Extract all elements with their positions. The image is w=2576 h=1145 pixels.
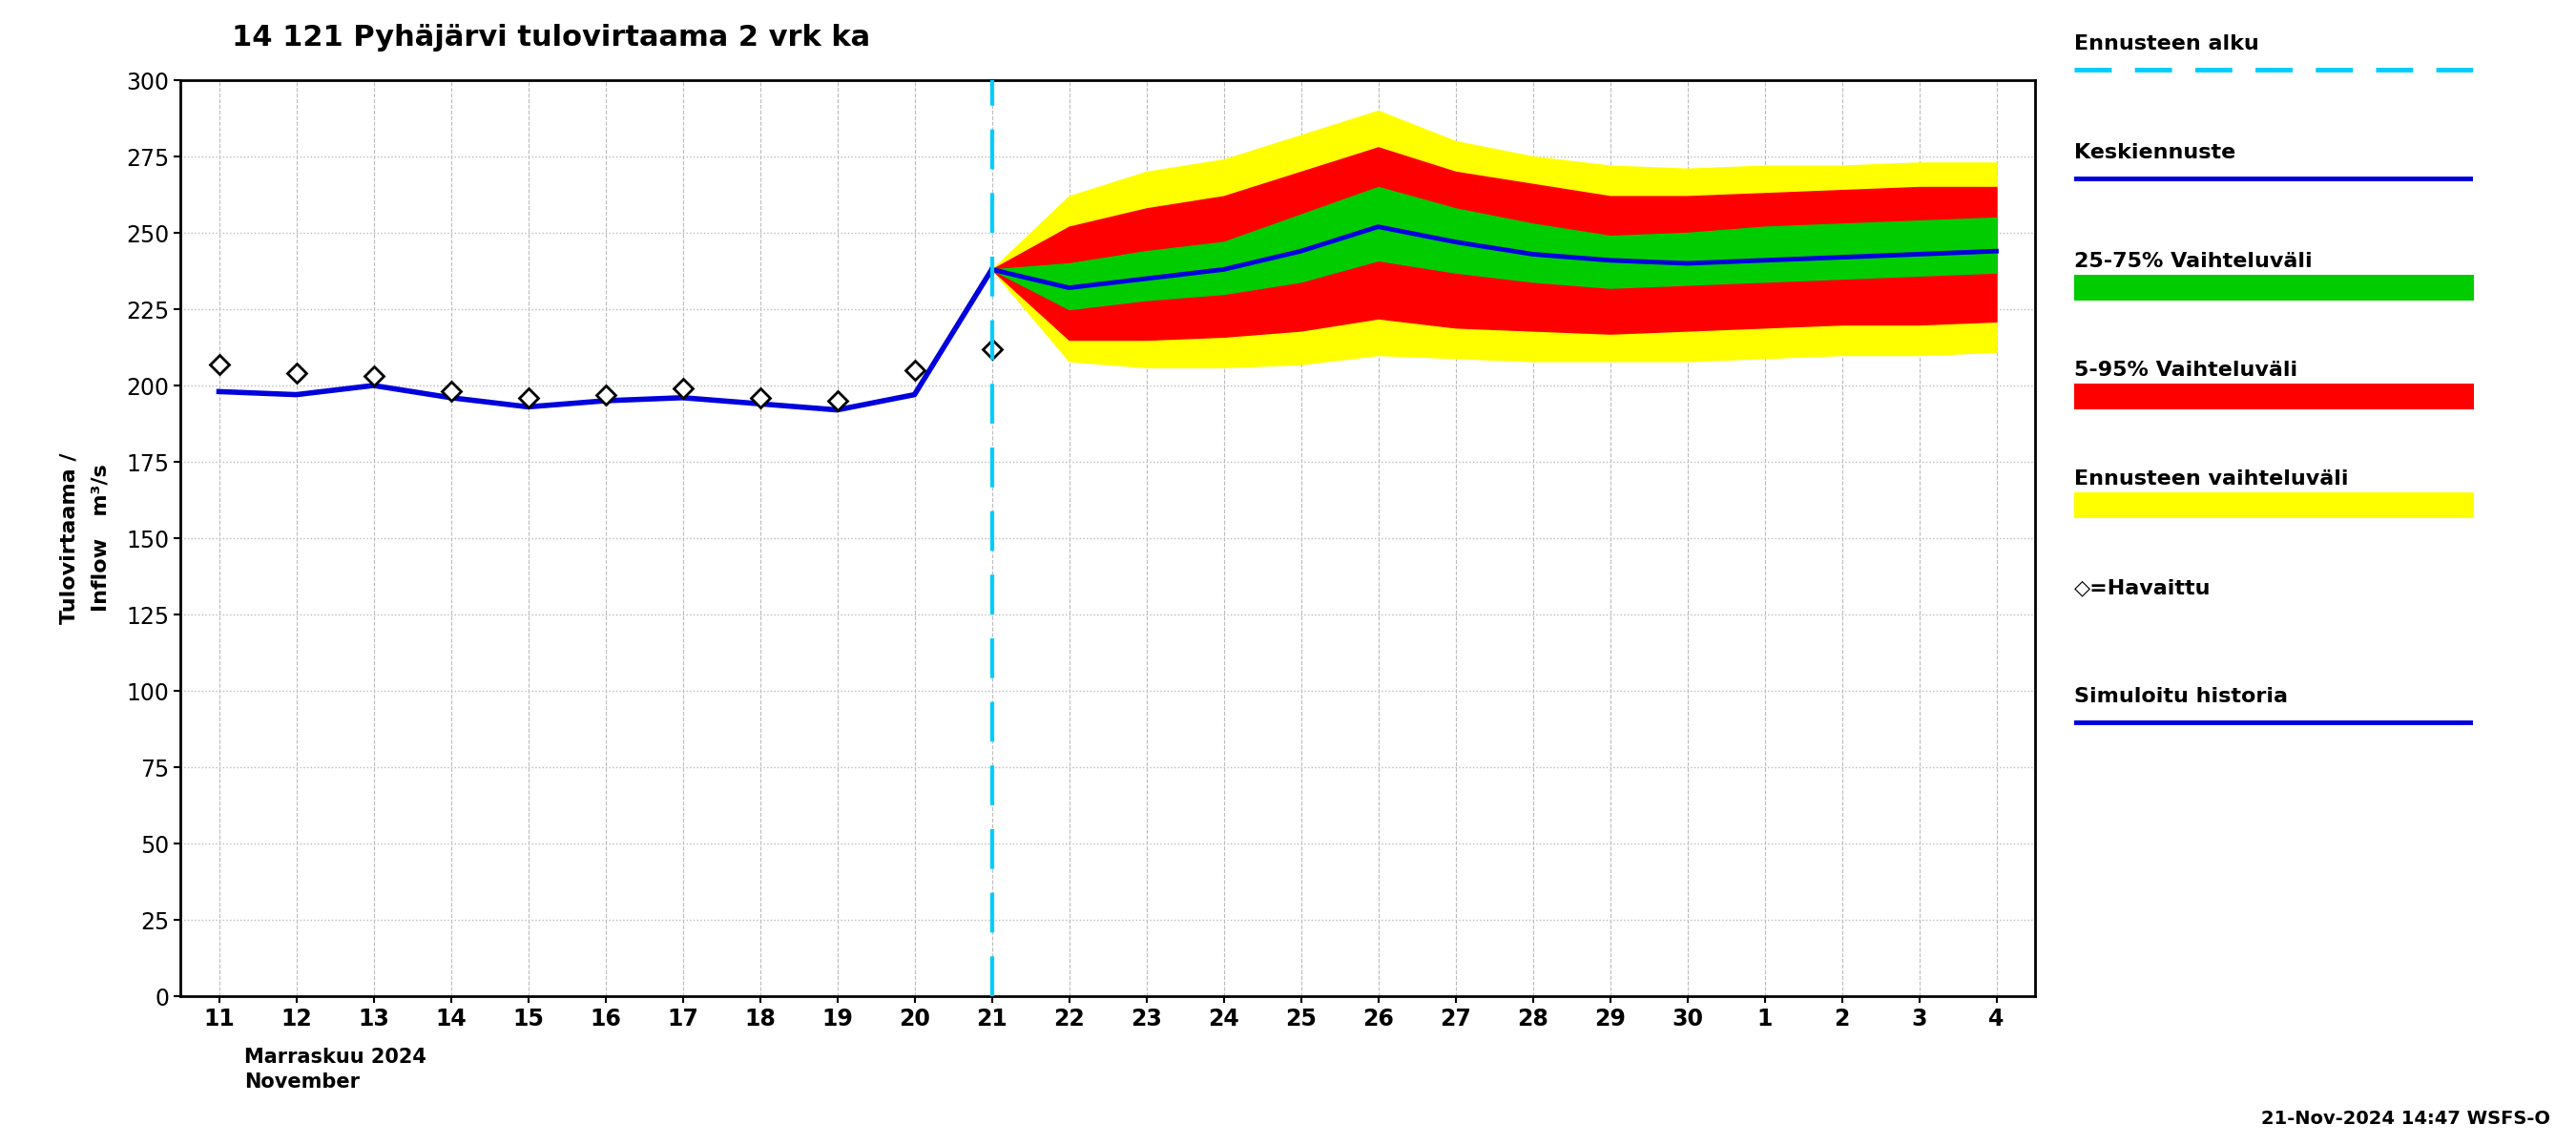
Text: Keskiennuste: Keskiennuste xyxy=(2074,143,2236,163)
Text: 5-95% Vaihteluväli: 5-95% Vaihteluväli xyxy=(2074,361,2298,380)
Text: 25-75% Vaihteluväli: 25-75% Vaihteluväli xyxy=(2074,252,2311,271)
Text: Simuloitu historia: Simuloitu historia xyxy=(2074,687,2287,706)
Text: 21-Nov-2024 14:47 WSFS-O: 21-Nov-2024 14:47 WSFS-O xyxy=(2262,1110,2550,1128)
Text: ◇=Havaittu: ◇=Havaittu xyxy=(2074,578,2210,598)
Text: Ennusteen vaihteluväli: Ennusteen vaihteluväli xyxy=(2074,469,2347,489)
Y-axis label: Tulovirtaama /
Inflow   m³/s: Tulovirtaama / Inflow m³/s xyxy=(59,452,111,624)
Text: Marraskuu 2024
November: Marraskuu 2024 November xyxy=(245,1048,428,1092)
Text: 14 121 Pyhäjärvi tulovirtaama 2 vrk ka: 14 121 Pyhäjärvi tulovirtaama 2 vrk ka xyxy=(232,24,871,52)
Text: Ennusteen alku: Ennusteen alku xyxy=(2074,34,2259,54)
